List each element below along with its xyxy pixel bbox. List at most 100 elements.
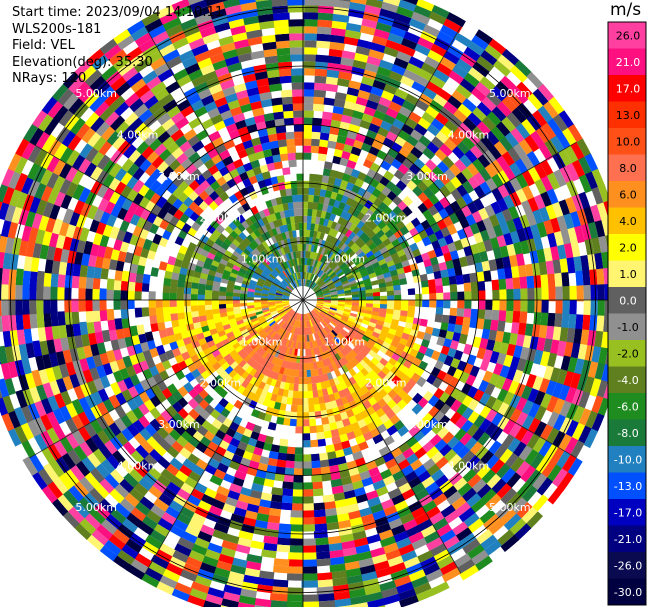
radar-bin: [316, 278, 322, 285]
radar-bin: [455, 415, 468, 429]
radar-bin: [457, 300, 465, 310]
radar-bin: [395, 180, 407, 191]
radar-bin: [323, 291, 331, 295]
radar-bin: [520, 465, 536, 483]
radar-bin: [553, 231, 565, 248]
radar-bin: [449, 283, 458, 294]
radar-bin: [322, 306, 330, 311]
radar-bin: [322, 168, 332, 177]
radar-bin: [472, 61, 490, 78]
radar-bin: [385, 39, 403, 52]
radar-bin: [509, 162, 523, 179]
radar-bin: [388, 234, 398, 244]
radar-bin: [497, 320, 506, 333]
radar-bin: [589, 269, 598, 287]
radar-bin: [306, 229, 311, 238]
radar-bin: [596, 315, 605, 334]
radar-bin: [546, 411, 560, 429]
radar-bin: [476, 101, 493, 118]
radar-bin: [331, 319, 339, 325]
radar-bin: [338, 224, 346, 234]
radar-bin: [594, 252, 604, 271]
radar-bin: [567, 457, 583, 478]
radar-bin: [580, 255, 590, 273]
radar-bin: [488, 329, 498, 342]
radar-bin: [481, 260, 491, 273]
radar-bin: [375, 338, 385, 346]
radar-bin: [495, 257, 505, 271]
radar-bin: [361, 335, 370, 343]
radar-bin: [448, 114, 464, 129]
radar-bin: [348, 231, 357, 241]
radar-bin: [315, 277, 321, 284]
radar-bin: [465, 374, 477, 387]
radar-bin: [510, 230, 521, 245]
radar-bin: [336, 135, 348, 145]
radar-bin: [502, 419, 516, 435]
radar-bin: [317, 202, 324, 211]
radar-bin: [351, 307, 359, 312]
radar-bin: [349, 328, 358, 335]
radar-bin: [350, 242, 358, 251]
radar-bin: [441, 276, 450, 287]
radar-bin: [521, 118, 537, 137]
radar-bin: [484, 204, 496, 219]
radar-bin: [316, 304, 323, 308]
radar-bin: [477, 309, 486, 320]
radar-bin: [328, 243, 335, 252]
radar-bin: [352, 322, 361, 329]
radar-bin: [463, 343, 473, 356]
field-name: Field: VEL: [12, 38, 75, 53]
radar-bin: [357, 89, 372, 101]
radar-bin: [326, 69, 341, 79]
colorbar-tick: -21.0: [614, 533, 642, 546]
radar-bin: [520, 240, 530, 255]
radar-bin: [340, 253, 348, 261]
radar-bin: [368, 123, 381, 134]
radar-bin: [347, 206, 357, 216]
radar-bin: [565, 419, 579, 439]
radar-bin: [520, 385, 533, 402]
radar-bin: [443, 252, 453, 263]
radar-bin: [443, 138, 458, 152]
radar-bin: [515, 397, 528, 413]
radar-bin: [451, 146, 466, 160]
radar-bin: [362, 235, 372, 244]
radar-bin: [364, 285, 373, 291]
radar-bin: [570, 211, 582, 229]
radar-bin: [347, 317, 356, 324]
radar-bin: [356, 261, 364, 269]
radar-bin: [502, 391, 515, 407]
radar-bin: [594, 330, 604, 349]
radar-bin: [415, 99, 431, 113]
radar-bin: [492, 300, 500, 312]
radar-bin: [582, 314, 591, 332]
radar-bin: [361, 319, 370, 326]
radar-bin: [316, 253, 321, 261]
radar-bin: [364, 218, 374, 228]
radar-bin: [461, 167, 474, 182]
radar-bin: [341, 280, 349, 286]
radar-bin: [471, 210, 483, 224]
radar-bin: [346, 320, 355, 326]
radar-bin: [306, 258, 310, 266]
radar-bin: [536, 248, 546, 264]
radar-bin: [475, 29, 495, 46]
radar-bin: [349, 282, 358, 288]
radar-bin: [521, 414, 535, 431]
radar-bin: [401, 123, 415, 136]
radar-bin: [331, 275, 339, 281]
radar-bin: [337, 241, 345, 250]
radar-bin: [462, 180, 475, 194]
radar-bin: [472, 336, 482, 349]
radar-bin: [488, 145, 503, 161]
radar-bin: [443, 18, 463, 34]
radar-bin: [392, 279, 401, 287]
radar-bin: [303, 229, 307, 237]
colorbar-tick: 21.0: [616, 56, 641, 69]
radar-bin: [449, 387, 462, 401]
radar-bin: [393, 347, 404, 357]
radar-bin: [462, 273, 471, 284]
radar-bin: [319, 232, 325, 240]
radar-bin: [335, 142, 346, 151]
